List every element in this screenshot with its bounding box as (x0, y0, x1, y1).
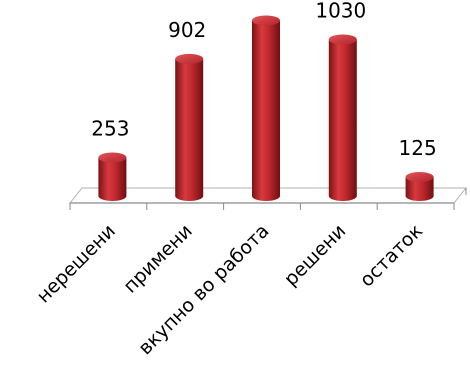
bar-body (98, 157, 127, 201)
bar-body (175, 58, 204, 202)
bar-top (405, 172, 434, 182)
bars-group (98, 15, 434, 202)
data-label: 1155 (239, 0, 290, 3)
bar-body (252, 20, 280, 201)
category-label: решени (280, 220, 350, 290)
bar (175, 53, 204, 202)
bar-top (175, 53, 204, 64)
x-axis-ticks (69, 203, 455, 210)
bar-top (328, 34, 357, 45)
bar-body (328, 39, 357, 201)
category-label: примени (119, 220, 197, 298)
category-label: остаток (356, 220, 427, 291)
bar-top (252, 15, 280, 26)
data-label: 1030 (315, 0, 366, 22)
bar-top (98, 152, 127, 163)
bar (98, 152, 127, 201)
bar-body (405, 177, 434, 201)
data-label: 253 (91, 117, 129, 141)
bar (405, 172, 434, 201)
data-label: 125 (399, 136, 437, 160)
bar (328, 34, 357, 201)
category-label: нерешени (32, 220, 119, 307)
data-labels-group: 253 902 1155 1030 125 (91, 0, 436, 160)
data-label: 902 (168, 18, 206, 42)
bar (252, 15, 280, 201)
category-label: вкупно во работа (134, 220, 273, 359)
